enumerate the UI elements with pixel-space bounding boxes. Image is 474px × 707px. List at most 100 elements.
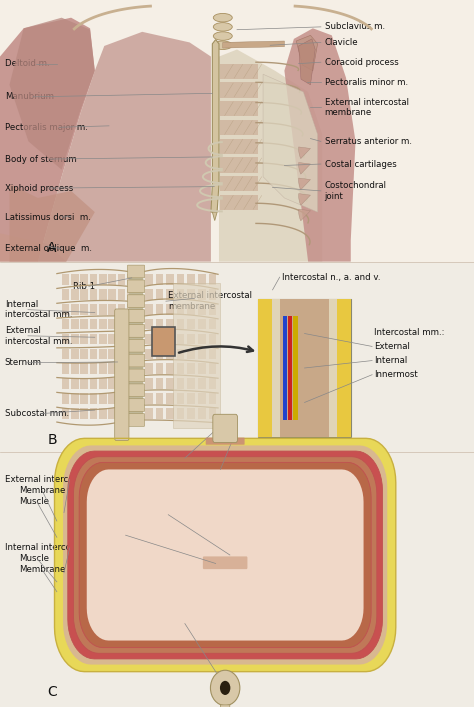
FancyBboxPatch shape — [209, 289, 216, 300]
FancyBboxPatch shape — [145, 304, 153, 315]
FancyBboxPatch shape — [118, 349, 125, 359]
Text: Sternum: Sternum — [187, 454, 224, 462]
FancyBboxPatch shape — [128, 310, 145, 322]
Polygon shape — [299, 39, 315, 85]
FancyBboxPatch shape — [109, 393, 116, 404]
FancyBboxPatch shape — [187, 393, 195, 404]
FancyBboxPatch shape — [71, 304, 79, 315]
FancyBboxPatch shape — [293, 316, 298, 420]
Text: Pectoralis major m.: Pectoralis major m. — [5, 123, 88, 132]
FancyBboxPatch shape — [288, 316, 292, 420]
FancyBboxPatch shape — [90, 304, 97, 315]
FancyBboxPatch shape — [337, 299, 351, 437]
FancyBboxPatch shape — [220, 64, 258, 78]
FancyBboxPatch shape — [187, 363, 195, 374]
FancyBboxPatch shape — [62, 289, 69, 300]
FancyBboxPatch shape — [99, 363, 107, 374]
FancyBboxPatch shape — [129, 337, 143, 340]
FancyBboxPatch shape — [128, 339, 145, 352]
Polygon shape — [73, 457, 377, 653]
Text: Body of sternum: Body of sternum — [5, 155, 76, 163]
FancyBboxPatch shape — [209, 408, 216, 419]
FancyBboxPatch shape — [177, 334, 184, 344]
Text: Manubrium: Manubrium — [5, 93, 54, 101]
Text: Xiphoid process: Xiphoid process — [5, 184, 73, 192]
FancyBboxPatch shape — [155, 304, 163, 315]
Polygon shape — [296, 35, 318, 71]
FancyBboxPatch shape — [109, 304, 116, 315]
Text: Internal: Internal — [374, 356, 408, 365]
Text: Clavicle: Clavicle — [325, 38, 358, 47]
Text: C: C — [47, 684, 57, 699]
FancyBboxPatch shape — [209, 363, 216, 374]
FancyBboxPatch shape — [71, 378, 79, 389]
FancyBboxPatch shape — [0, 452, 474, 707]
FancyBboxPatch shape — [155, 334, 163, 344]
Text: Costochondral
joint: Costochondral joint — [325, 181, 387, 201]
FancyBboxPatch shape — [177, 393, 184, 404]
FancyBboxPatch shape — [127, 274, 135, 285]
FancyBboxPatch shape — [187, 334, 195, 344]
FancyBboxPatch shape — [177, 378, 184, 389]
FancyBboxPatch shape — [177, 408, 184, 419]
FancyBboxPatch shape — [155, 363, 163, 374]
FancyBboxPatch shape — [220, 194, 258, 210]
Polygon shape — [63, 445, 387, 665]
FancyBboxPatch shape — [80, 349, 88, 359]
FancyBboxPatch shape — [203, 556, 247, 569]
FancyBboxPatch shape — [187, 349, 195, 359]
FancyBboxPatch shape — [80, 334, 88, 344]
FancyBboxPatch shape — [62, 393, 69, 404]
FancyBboxPatch shape — [127, 289, 135, 300]
FancyBboxPatch shape — [80, 274, 88, 285]
Text: Innermost intercostal m.: Innermost intercostal m. — [171, 510, 276, 519]
FancyBboxPatch shape — [166, 274, 174, 285]
Polygon shape — [55, 438, 396, 672]
FancyBboxPatch shape — [118, 334, 125, 344]
Ellipse shape — [213, 13, 232, 22]
FancyBboxPatch shape — [329, 299, 337, 437]
FancyBboxPatch shape — [90, 349, 97, 359]
FancyBboxPatch shape — [187, 319, 195, 329]
Polygon shape — [212, 212, 217, 221]
Text: External intercostal
membrane: External intercostal membrane — [168, 291, 252, 311]
FancyBboxPatch shape — [62, 319, 69, 329]
FancyBboxPatch shape — [90, 289, 97, 300]
FancyBboxPatch shape — [209, 393, 216, 404]
FancyBboxPatch shape — [0, 0, 474, 262]
FancyBboxPatch shape — [128, 295, 145, 308]
FancyBboxPatch shape — [127, 334, 135, 344]
FancyBboxPatch shape — [99, 319, 107, 329]
FancyBboxPatch shape — [198, 408, 206, 419]
FancyBboxPatch shape — [198, 274, 206, 285]
FancyBboxPatch shape — [145, 349, 153, 359]
FancyBboxPatch shape — [155, 378, 163, 389]
FancyBboxPatch shape — [128, 325, 145, 337]
Polygon shape — [223, 41, 284, 48]
FancyBboxPatch shape — [62, 349, 69, 359]
FancyBboxPatch shape — [129, 411, 143, 414]
Polygon shape — [38, 32, 211, 262]
FancyBboxPatch shape — [115, 309, 129, 440]
Wedge shape — [299, 147, 310, 158]
FancyBboxPatch shape — [80, 363, 88, 374]
FancyBboxPatch shape — [213, 414, 237, 443]
FancyBboxPatch shape — [220, 101, 258, 116]
FancyBboxPatch shape — [90, 378, 97, 389]
FancyBboxPatch shape — [258, 299, 272, 437]
FancyBboxPatch shape — [99, 408, 107, 419]
FancyBboxPatch shape — [128, 384, 145, 397]
FancyBboxPatch shape — [62, 363, 69, 374]
FancyBboxPatch shape — [177, 289, 184, 300]
FancyBboxPatch shape — [109, 334, 116, 344]
Polygon shape — [9, 184, 95, 262]
FancyBboxPatch shape — [198, 304, 206, 315]
FancyBboxPatch shape — [71, 393, 79, 404]
Ellipse shape — [213, 41, 232, 49]
FancyBboxPatch shape — [99, 274, 107, 285]
FancyBboxPatch shape — [272, 299, 280, 437]
Text: External oblique  m.: External oblique m. — [5, 245, 92, 253]
FancyBboxPatch shape — [166, 408, 174, 419]
FancyBboxPatch shape — [99, 378, 107, 389]
Text: External
intercostal mm.: External intercostal mm. — [5, 326, 72, 346]
